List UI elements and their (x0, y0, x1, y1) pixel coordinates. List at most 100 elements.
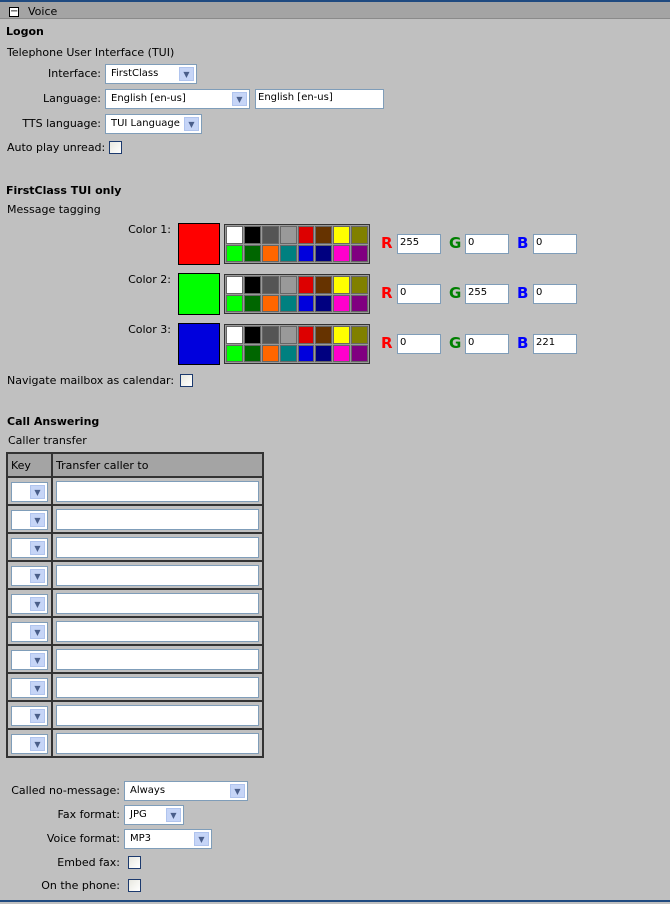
language-select[interactable]: English [en-us] ▼ (105, 89, 250, 109)
palette-color[interactable] (333, 226, 351, 244)
palette-color[interactable] (226, 244, 243, 262)
g-channel-input[interactable]: 0 (465, 334, 509, 354)
palette-color[interactable] (243, 326, 261, 344)
palette-color[interactable] (333, 276, 351, 294)
key-select[interactable]: ▼ (11, 678, 48, 698)
palette-color[interactable] (351, 276, 368, 294)
fax-format-select[interactable]: JPG ▼ (124, 805, 184, 825)
on-phone-checkbox[interactable] (128, 879, 141, 892)
palette-color[interactable] (315, 226, 333, 244)
key-select[interactable]: ▼ (11, 510, 48, 530)
palette-color[interactable] (297, 276, 315, 294)
palette-color[interactable] (261, 294, 279, 312)
chevron-down-icon: ▼ (30, 485, 45, 499)
palette-color[interactable] (297, 294, 315, 312)
palette-color[interactable] (315, 344, 333, 362)
r-channel-input[interactable]: 0 (397, 334, 441, 354)
navigate-checkbox[interactable] (180, 374, 193, 387)
color-swatch[interactable] (178, 273, 220, 315)
key-select[interactable]: ▼ (11, 538, 48, 558)
palette-color[interactable] (279, 294, 297, 312)
key-select[interactable]: ▼ (11, 650, 48, 670)
palette-color[interactable] (261, 326, 279, 344)
palette-color[interactable] (315, 294, 333, 312)
transfer-input[interactable] (56, 537, 259, 558)
r-channel-label: R (381, 334, 393, 352)
palette-color[interactable] (351, 326, 368, 344)
voice-format-select[interactable]: MP3 ▼ (124, 829, 212, 849)
transfer-input[interactable] (56, 509, 259, 530)
transfer-input[interactable] (56, 705, 259, 726)
key-select[interactable]: ▼ (11, 734, 48, 754)
palette-color[interactable] (261, 226, 279, 244)
collapse-icon[interactable]: − (9, 6, 19, 17)
key-select[interactable]: ▼ (11, 706, 48, 726)
palette-color[interactable] (297, 226, 315, 244)
palette-color[interactable] (351, 344, 368, 362)
b-channel-input[interactable]: 0 (533, 234, 577, 254)
embed-fax-checkbox[interactable] (128, 856, 141, 869)
palette-color[interactable] (279, 344, 297, 362)
palette-color[interactable] (243, 226, 261, 244)
palette-color[interactable] (226, 276, 243, 294)
palette-color[interactable] (279, 244, 297, 262)
palette-color[interactable] (261, 244, 279, 262)
language-text-input[interactable]: English [en-us] (255, 89, 384, 109)
palette-color[interactable] (279, 226, 297, 244)
palette-color[interactable] (351, 244, 368, 262)
interface-select[interactable]: FirstClass ▼ (105, 64, 197, 84)
palette-color[interactable] (243, 294, 261, 312)
key-select[interactable]: ▼ (11, 594, 48, 614)
palette-color[interactable] (333, 344, 351, 362)
palette-color[interactable] (261, 344, 279, 362)
palette-color[interactable] (297, 326, 315, 344)
autoplay-checkbox[interactable] (109, 141, 122, 154)
palette-color[interactable] (333, 244, 351, 262)
palette-color[interactable] (351, 294, 368, 312)
palette-color[interactable] (315, 326, 333, 344)
palette-color[interactable] (315, 276, 333, 294)
palette-color[interactable] (297, 244, 315, 262)
palette-color[interactable] (333, 326, 351, 344)
no-message-select[interactable]: Always ▼ (124, 781, 248, 801)
r-channel-input[interactable]: 255 (397, 234, 441, 254)
palette-color[interactable] (315, 244, 333, 262)
transfer-cell (51, 476, 264, 506)
palette-color[interactable] (351, 226, 368, 244)
color-swatch[interactable] (178, 223, 220, 265)
chevron-down-icon: ▼ (30, 569, 45, 583)
palette-color[interactable] (279, 326, 297, 344)
palette-color[interactable] (226, 344, 243, 362)
tts-select[interactable]: TUI Language ▼ (105, 114, 202, 134)
g-channel-input[interactable]: 0 (465, 234, 509, 254)
palette-color[interactable] (243, 244, 261, 262)
key-select[interactable]: ▼ (11, 482, 48, 502)
palette-color[interactable] (226, 294, 243, 312)
palette-color[interactable] (226, 226, 243, 244)
palette-color[interactable] (243, 276, 261, 294)
palette-color[interactable] (261, 276, 279, 294)
palette-color[interactable] (243, 344, 261, 362)
palette-color[interactable] (297, 344, 315, 362)
transfer-input[interactable] (56, 481, 259, 502)
key-cell: ▼ (6, 672, 53, 702)
palette-color[interactable] (333, 294, 351, 312)
key-select[interactable]: ▼ (11, 622, 48, 642)
palette-color[interactable] (226, 326, 243, 344)
transfer-input[interactable] (56, 677, 259, 698)
b-channel-input[interactable]: 0 (533, 284, 577, 304)
color-swatch[interactable] (178, 323, 220, 365)
key-select[interactable]: ▼ (11, 566, 48, 586)
transfer-input[interactable] (56, 593, 259, 614)
g-channel-input[interactable]: 255 (465, 284, 509, 304)
section-header[interactable]: − Voice (0, 2, 670, 19)
key-cell: ▼ (6, 728, 53, 758)
transfer-input[interactable] (56, 649, 259, 670)
palette-color[interactable] (279, 276, 297, 294)
transfer-input[interactable] (56, 565, 259, 586)
transfer-input[interactable] (56, 621, 259, 642)
r-channel-input[interactable]: 0 (397, 284, 441, 304)
b-channel-input[interactable]: 221 (533, 334, 577, 354)
transfer-input[interactable] (56, 733, 259, 754)
chevron-down-icon: ▼ (30, 541, 45, 555)
